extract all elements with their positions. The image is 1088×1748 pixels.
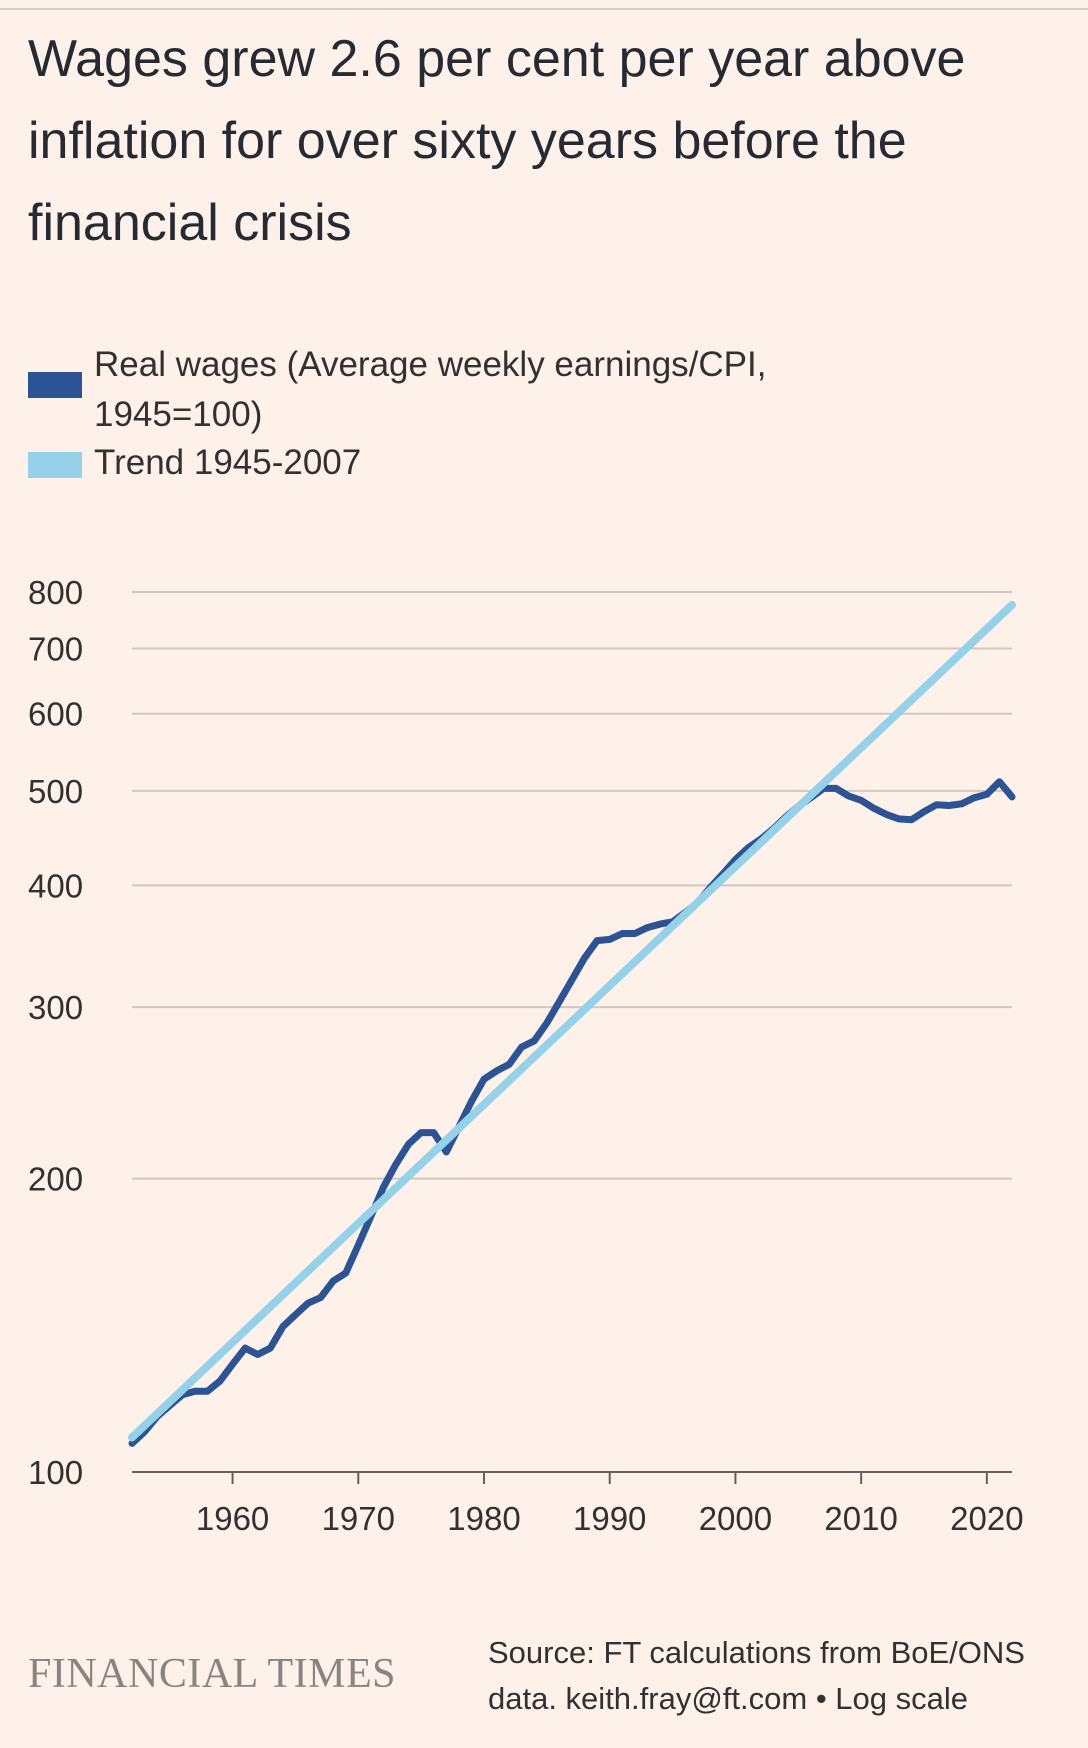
source-note: Source: FT calculations from BoE/ONS dat… [488, 1635, 1025, 1716]
y-tick-label-800: 800 [28, 574, 83, 611]
x-tick-label-1980: 1980 [447, 1500, 520, 1537]
ft-logo: FINANCIAL TIMES [28, 1651, 397, 1697]
x-tick-label-2020: 2020 [950, 1500, 1023, 1537]
x-tick-label-1960: 1960 [196, 1500, 269, 1537]
y-tick-label-100: 100 [28, 1454, 83, 1491]
series-line-trend [128, 600, 1016, 1442]
legend-swatch-trend [28, 452, 82, 478]
x-tick-label-1970: 1970 [322, 1500, 395, 1537]
top-rule [0, 8, 1088, 10]
legend-swatch-real-wages [28, 372, 82, 398]
y-tick-label-500: 500 [28, 773, 83, 810]
series-line-real-wages [128, 778, 1016, 1447]
x-tick-label-2000: 2000 [699, 1500, 772, 1537]
chart-title: Wages grew 2.6 per cent per year above i… [28, 30, 966, 252]
x-tick-label-2010: 2010 [824, 1500, 897, 1537]
legend-label-real-wages: Real wages (Average weekly earnings/CPI,… [94, 345, 767, 434]
y-tick-label-700: 700 [28, 631, 83, 668]
y-tick-label-400: 400 [28, 867, 83, 904]
y-tick-label-200: 200 [28, 1161, 83, 1198]
legend-label-trend: Trend 1945-2007 [94, 443, 362, 482]
y-tick-label-600: 600 [28, 696, 83, 733]
x-tick-label-1990: 1990 [573, 1500, 646, 1537]
line-chart: 100 200 300 400 500 600 700 800 1960 1970 1980 1990… [28, 574, 1024, 1537]
y-tick-label-300: 300 [28, 989, 83, 1026]
